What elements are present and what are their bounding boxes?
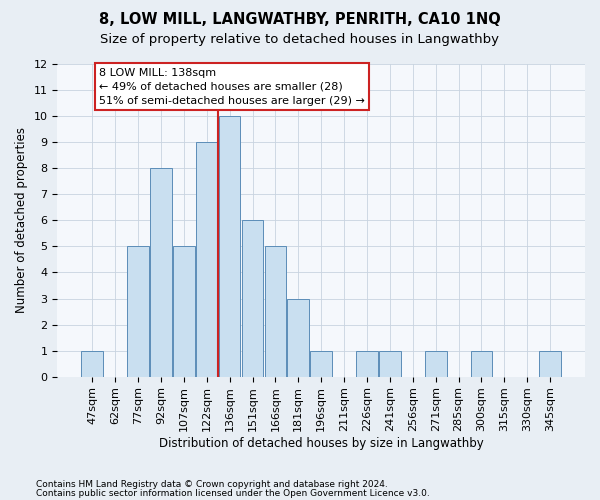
- Bar: [287, 298, 309, 376]
- Text: Size of property relative to detached houses in Langwathby: Size of property relative to detached ho…: [101, 32, 499, 46]
- Bar: [425, 350, 446, 376]
- Bar: [265, 246, 286, 376]
- Text: 8, LOW MILL, LANGWATHBY, PENRITH, CA10 1NQ: 8, LOW MILL, LANGWATHBY, PENRITH, CA10 1…: [99, 12, 501, 28]
- Bar: [539, 350, 561, 376]
- X-axis label: Distribution of detached houses by size in Langwathby: Distribution of detached houses by size …: [159, 437, 484, 450]
- Text: Contains HM Land Registry data © Crown copyright and database right 2024.: Contains HM Land Registry data © Crown c…: [36, 480, 388, 489]
- Bar: [379, 350, 401, 376]
- Bar: [127, 246, 149, 376]
- Text: 8 LOW MILL: 138sqm
← 49% of detached houses are smaller (28)
51% of semi-detache: 8 LOW MILL: 138sqm ← 49% of detached hou…: [99, 68, 365, 106]
- Y-axis label: Number of detached properties: Number of detached properties: [15, 128, 28, 314]
- Bar: [356, 350, 378, 376]
- Bar: [82, 350, 103, 376]
- Bar: [470, 350, 493, 376]
- Bar: [242, 220, 263, 376]
- Bar: [196, 142, 218, 376]
- Bar: [150, 168, 172, 376]
- Bar: [173, 246, 195, 376]
- Bar: [310, 350, 332, 376]
- Text: Contains public sector information licensed under the Open Government Licence v3: Contains public sector information licen…: [36, 488, 430, 498]
- Bar: [219, 116, 241, 376]
